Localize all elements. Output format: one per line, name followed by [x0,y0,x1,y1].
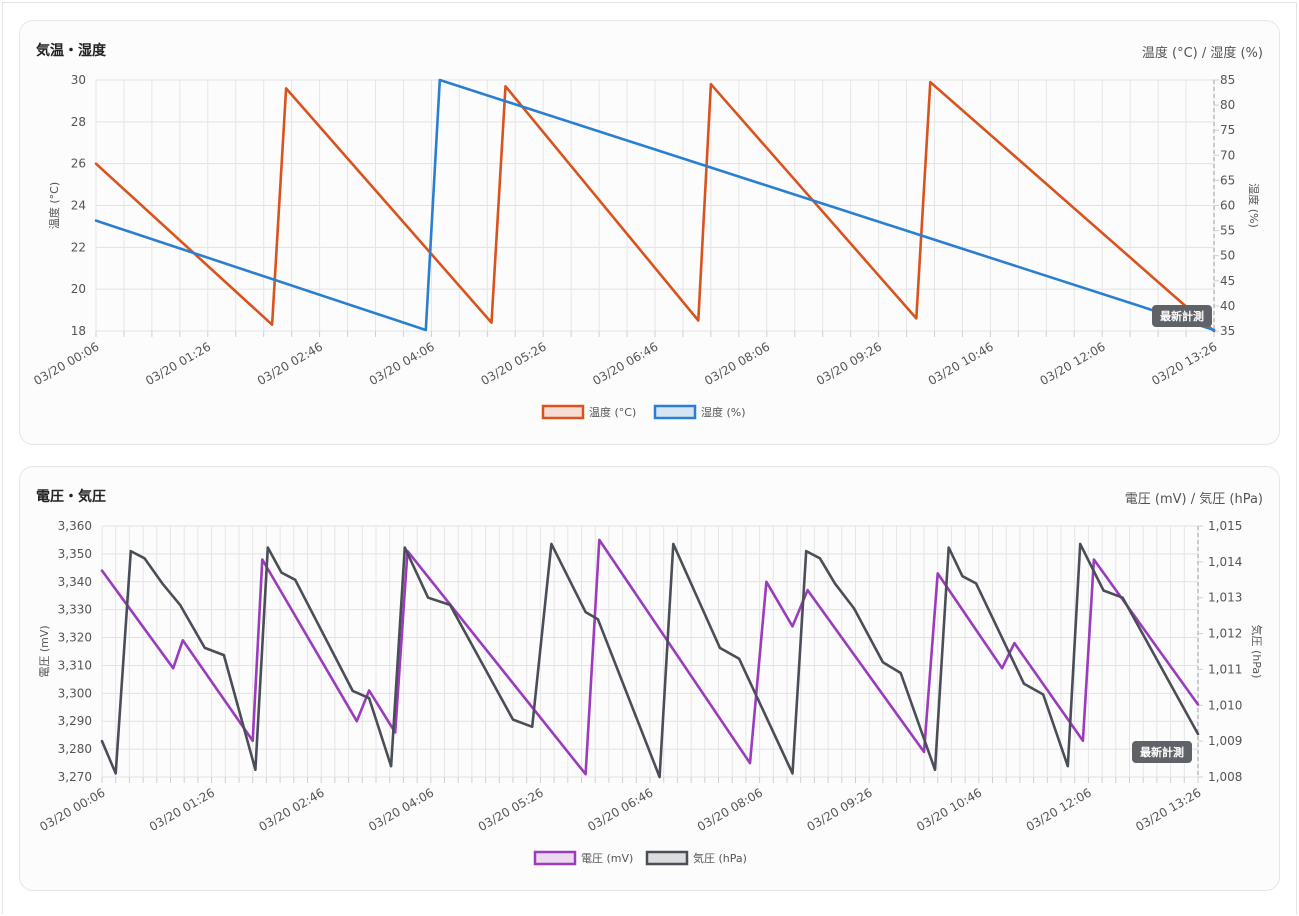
legend-label: 温度 (°C) [589,405,636,419]
x-tick-label: 03/20 06:46 [590,339,660,388]
y-left-tick-label: 3,300 [58,686,92,700]
x-tick-label: 03/20 04:06 [367,339,437,388]
x-tick-label: 03/20 00:06 [31,339,101,388]
voltage-pressure-chart: 3,270 3,280 3,290 3,300 3,310 3,320 3,330 3,340… [37,519,1264,866]
x-tick-label: 03/20 12:06 [1037,339,1107,388]
y-left-tick-label: 3,290 [58,714,92,728]
latest-badge: 最新計測 [1132,741,1192,763]
y-left-tick-label: 3,310 [58,658,92,672]
y-right-tick-label: 70 [1220,148,1235,162]
x-tick-label: 03/20 05:26 [478,339,548,388]
legend: 電圧 (mV) 気圧 (hPa) [533,850,747,866]
y-right-tick-label: 1,012 [1208,627,1242,641]
x-tick-label: 03/20 02:46 [256,785,326,834]
y-left-tick-label: 28 [71,115,86,129]
series-line [94,80,1216,333]
y-right-tick-label: 60 [1220,199,1235,213]
y-right-tick-label: 1,015 [1208,519,1242,533]
y-left-axis-title: 電圧 (mV) [38,625,51,677]
chart-title: 気温・湿度 [36,43,106,59]
y-right-tick-label: 50 [1220,249,1235,263]
legend-item: 電圧 (mV) [533,850,633,866]
y-left-tick-label: 30 [71,73,86,87]
x-tick-label: 03/20 09:26 [804,785,874,834]
series-line [94,78,1216,332]
temperature-humidity-card: 気温・湿度 温度 (°C) / 湿度 (%) 18 20 22 24 26 28 30 35 4… [19,20,1280,445]
x-tick-label: 03/20 13:26 [1133,785,1203,834]
latest-badge-bg [1152,305,1212,327]
legend-item: 気圧 (hPa) [645,850,747,866]
y-left-tick-label: 18 [71,324,86,338]
chart-unit-label: 温度 (°C) / 湿度 (%) [1141,46,1263,61]
legend: 温度 (°C) 湿度 (%) [541,404,746,420]
legend-swatch [653,404,697,420]
y-left-axis-title: 温度 (°C) [47,182,61,229]
x-tick-label: 03/20 10:46 [926,339,996,388]
legend-item: 湿度 (%) [653,404,746,420]
y-right-tick-label: 1,013 [1208,591,1242,605]
latest-badge-text: 最新計測 [1160,309,1204,323]
y-left-tick-label: 3,280 [58,742,92,756]
y-right-tick-label: 1,014 [1208,555,1242,569]
y-left-tick-label: 22 [71,240,86,254]
y-left-tick-label: 3,270 [58,770,92,784]
y-right-tick-label: 45 [1220,274,1235,288]
x-tick-label: 03/20 02:46 [255,339,325,388]
chart-title: 電圧・気圧 [36,489,106,505]
y-left-tick-label: 24 [71,199,86,213]
y-left-tick-label: 3,360 [58,519,92,533]
y-left-tick-label: 3,340 [58,575,92,589]
legend-label: 湿度 (%) [701,405,746,419]
legend-swatch [533,850,577,866]
y-left-tick-label: 26 [71,157,86,171]
y-right-axis-title: 湿度 (%) [1247,183,1261,228]
y-right-tick-label: 65 [1220,173,1235,187]
latest-badge: 最新計測 [1152,305,1212,327]
x-tick-label: 03/20 00:06 [37,785,107,834]
chart-unit-label: 電圧 (mV) / 気圧 (hPa) [1124,492,1263,507]
temperature-humidity-chart: 18 20 22 24 26 28 30 35 40 45 50 55 60 65 70 75 80 85 温度 (… [31,73,1261,420]
x-tick-label: 03/20 05:26 [476,785,546,834]
y-right-tick-label: 1,008 [1208,770,1242,784]
grid [95,79,1219,337]
y-left-tick-label: 3,320 [58,631,92,645]
legend-label: 気圧 (hPa) [693,851,747,865]
y-left-tick-label: 3,330 [58,603,92,617]
y-right-tick-label: 1,010 [1208,698,1242,712]
y-right-axis-title: 気圧 (hPa) [1250,625,1264,679]
latest-badge-bg [1132,741,1192,763]
legend-item: 温度 (°C) [541,404,636,420]
x-tick-label: 03/20 10:46 [914,785,984,834]
voltage-pressure-card: 電圧・気圧 電圧 (mV) / 気圧 (hPa) 3,270 3,280 3,290… [19,466,1280,891]
x-tick-label: 03/20 08:06 [695,785,765,834]
x-tick-label: 03/20 13:26 [1149,339,1219,388]
y-right-tick-label: 75 [1220,123,1235,137]
x-tick-label: 03/20 06:46 [585,785,655,834]
series-line [100,538,1200,776]
legend-label: 電圧 (mV) [581,852,633,865]
x-tick-label: 03/20 08:06 [702,339,772,388]
y-right-tick-label: 85 [1220,73,1235,87]
y-right-tick-label: 40 [1220,299,1235,313]
y-right-tick-label: 35 [1220,324,1235,338]
y-left-tick-label: 3,350 [58,547,92,561]
legend-swatch [645,850,689,866]
x-tick-label: 03/20 09:26 [814,339,884,388]
y-right-tick-label: 1,009 [1208,734,1242,748]
latest-badge-text: 最新計測 [1140,745,1184,759]
y-left-tick-label: 20 [71,282,86,296]
x-tick-label: 03/20 12:06 [1024,785,1094,834]
y-right-tick-label: 55 [1220,224,1235,238]
legend-swatch [541,404,585,420]
x-tick-label: 03/20 04:06 [366,785,436,834]
y-right-tick-label: 80 [1220,98,1235,112]
x-tick-label: 03/20 01:26 [143,339,213,388]
y-right-tick-label: 1,011 [1208,662,1242,676]
x-tick-label: 03/20 01:26 [147,785,217,834]
series-line [100,542,1200,779]
